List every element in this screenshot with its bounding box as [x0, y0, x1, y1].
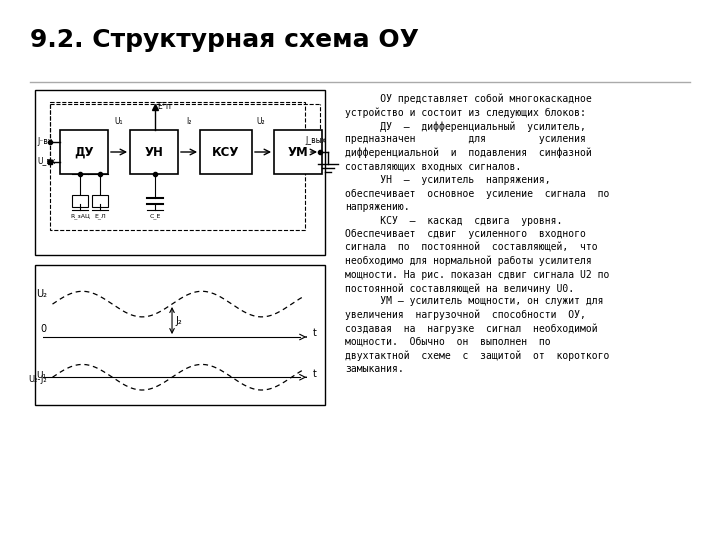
- Text: U₁: U₁: [37, 371, 47, 380]
- Text: U₁: U₁: [114, 117, 123, 126]
- Text: создавая  на  нагрузке  сигнал  необходимой: создавая на нагрузке сигнал необходимой: [345, 323, 598, 334]
- Text: УН  –  усилитель  напряжения,: УН – усилитель напряжения,: [345, 175, 551, 185]
- Text: мощности. На рис. показан сдвиг сигнала U2 по: мощности. На рис. показан сдвиг сигнала …: [345, 269, 609, 280]
- Text: двухтактной  схеме  с  защитой  от  короткого: двухтактной схеме с защитой от короткого: [345, 350, 609, 361]
- Text: предназначен         для         усиления: предназначен для усиления: [345, 134, 586, 145]
- Text: t: t: [313, 328, 317, 339]
- Text: устройство и состоит из следующих блоков:: устройство и состоит из следующих блоков…: [345, 107, 586, 118]
- Bar: [92, 195, 108, 207]
- Text: сигнала  по  постоянной  составляющей,  что: сигнала по постоянной составляющей, что: [345, 242, 598, 253]
- Text: ДУ  –  дифференциальный  усилитель,: ДУ – дифференциальный усилитель,: [345, 121, 586, 132]
- Bar: [60, 130, 108, 174]
- Text: УМ: УМ: [287, 145, 308, 159]
- Text: C_Е: C_Е: [149, 213, 161, 219]
- Bar: [130, 130, 178, 174]
- Text: дифференциальной  и  подавления  синфазной: дифференциальной и подавления синфазной: [345, 148, 592, 159]
- Text: U₂: U₂: [36, 289, 47, 300]
- Bar: [50, 102, 305, 230]
- Text: J₂: J₂: [176, 315, 183, 326]
- Bar: [72, 195, 88, 207]
- Text: замыкания.: замыкания.: [345, 364, 404, 374]
- Text: t: t: [313, 369, 317, 379]
- Text: U_вх: U_вх: [37, 157, 55, 165]
- Text: ОУ представляет собой многокаскадное: ОУ представляет собой многокаскадное: [345, 94, 592, 105]
- Bar: [274, 130, 322, 174]
- Text: УМ – усилитель мощности, он служит для: УМ – усилитель мощности, он служит для: [345, 296, 603, 307]
- Text: R_зАЦ: R_зАЦ: [70, 213, 90, 219]
- Text: ДУ: ДУ: [74, 145, 94, 159]
- Text: КСУ: КСУ: [212, 145, 240, 159]
- Text: напряжению.: напряжению.: [345, 202, 410, 212]
- Text: J_вых: J_вых: [305, 136, 327, 145]
- Text: 0: 0: [40, 324, 47, 334]
- Text: I₂: I₂: [186, 117, 192, 126]
- Text: U₂-J₂: U₂-J₂: [28, 375, 47, 384]
- Bar: [35, 265, 325, 405]
- Text: U₂: U₂: [257, 117, 265, 126]
- Bar: [35, 90, 325, 255]
- Bar: [200, 130, 252, 174]
- Text: увеличения  нагрузочной  способности  ОУ,: увеличения нагрузочной способности ОУ,: [345, 310, 586, 321]
- Text: постоянной составляющей на величину U0.: постоянной составляющей на величину U0.: [345, 283, 574, 294]
- Text: Обеспечивает  сдвиг  усиленного  входного: Обеспечивает сдвиг усиленного входного: [345, 229, 586, 239]
- Text: УН: УН: [145, 145, 163, 159]
- Text: необходимо для нормальной работы усилителя: необходимо для нормальной работы усилите…: [345, 256, 592, 267]
- Text: обеспечивает  основное  усиление  сигнала  по: обеспечивает основное усиление сигнала п…: [345, 188, 609, 199]
- Text: 9.2. Структурная схема ОУ: 9.2. Структурная схема ОУ: [30, 28, 419, 52]
- Text: Е_Л: Е_Л: [94, 213, 106, 219]
- Text: мощности.  Обычно  он  выполнен  по: мощности. Обычно он выполнен по: [345, 337, 551, 347]
- Text: составляющих входных сигналов.: составляющих входных сигналов.: [345, 161, 521, 172]
- Text: КСУ  –  каскад  сдвига  уровня.: КСУ – каскад сдвига уровня.: [345, 215, 562, 226]
- Text: E⁺п: E⁺п: [157, 102, 171, 111]
- Text: J⁻вх: J⁻вх: [37, 137, 53, 145]
